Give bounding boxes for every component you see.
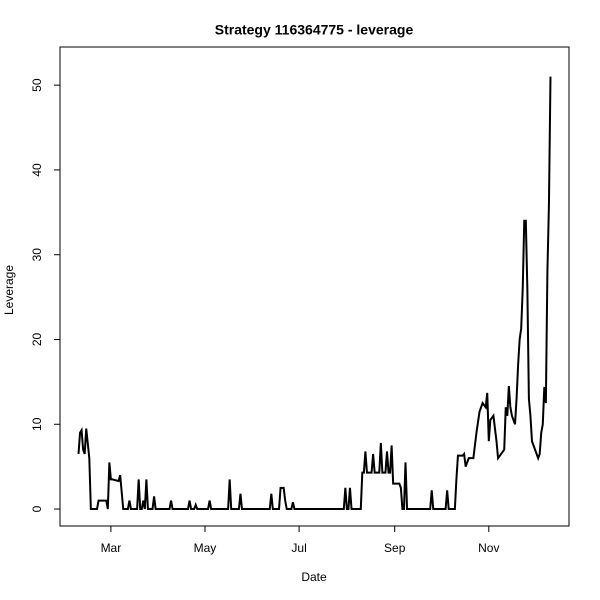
y-tick-label: 0 <box>30 505 44 512</box>
x-tick-label: Nov <box>478 541 499 555</box>
chart-title: Strategy 116364775 - leverage <box>215 22 414 38</box>
y-tick-label: 20 <box>30 332 44 346</box>
x-tick-label: May <box>194 541 217 555</box>
x-tick-label: Jul <box>291 541 306 555</box>
x-tick-label: Mar <box>101 541 122 555</box>
plot-frame <box>59 46 570 527</box>
x-tick-label: Sep <box>384 541 406 555</box>
y-axis-label: Leverage <box>2 265 16 315</box>
y-tick-label: 50 <box>30 78 44 92</box>
y-tick-label: 40 <box>30 163 44 177</box>
x-axis-label: Date <box>301 570 327 584</box>
y-tick-label: 30 <box>30 248 44 262</box>
y-tick-label: 10 <box>30 417 44 431</box>
data-line <box>77 76 552 511</box>
